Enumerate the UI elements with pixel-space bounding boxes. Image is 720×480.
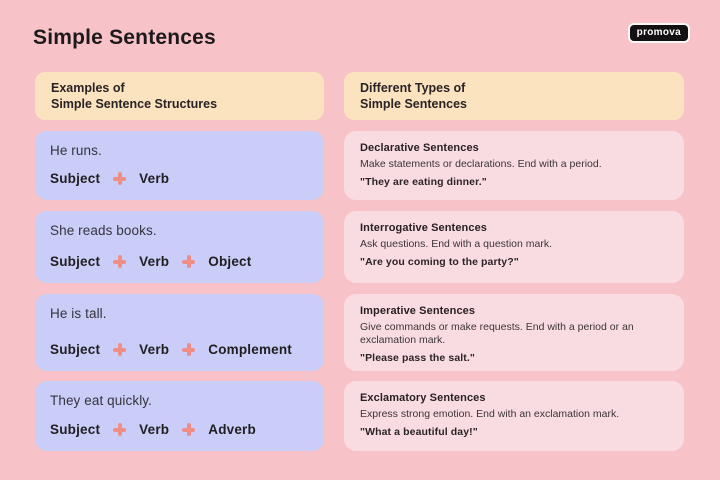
examples-header-line1: Examples of bbox=[51, 81, 125, 95]
example-card-subject-verb-adverb: They eat quickly. Subject Verb Adverb bbox=[35, 381, 324, 451]
part-label: Adverb bbox=[208, 422, 256, 437]
plus-icon bbox=[113, 255, 127, 268]
type-title: Declarative Sentences bbox=[360, 142, 479, 154]
part-label: Subject bbox=[50, 422, 101, 437]
type-example-quote: "Are you coming to the party?" bbox=[360, 256, 519, 268]
sentence-text: She reads books. bbox=[50, 223, 157, 238]
type-title: Imperative Sentences bbox=[360, 305, 476, 317]
type-title: Interrogative Sentences bbox=[360, 222, 488, 234]
type-description: Express strong emotion. End with an excl… bbox=[360, 408, 620, 420]
part-label: Verb bbox=[139, 254, 170, 269]
type-title: Exclamatory Sentences bbox=[360, 392, 486, 404]
example-card-subject-verb: He runs. Subject Verb bbox=[35, 131, 324, 200]
type-example-quote: "Please pass the salt." bbox=[360, 352, 475, 364]
examples-header-line2: Simple Sentence Structures bbox=[51, 97, 218, 111]
type-card-interrogative: Interrogative Sentences Ask questions. E… bbox=[344, 211, 684, 283]
structure-row: Subject Verb Adverb bbox=[50, 422, 309, 437]
examples-column-header: Examples of Simple Sentence Structures bbox=[35, 72, 324, 120]
part-label: Verb bbox=[139, 171, 170, 186]
types-column-header: Different Types of Simple Sentences bbox=[344, 72, 684, 120]
example-card-subject-verb-complement: He is tall. Subject Verb Complement bbox=[35, 294, 324, 371]
promova-logo: promova bbox=[627, 23, 690, 43]
types-column: Different Types of Simple Sentences Decl… bbox=[344, 0, 684, 480]
type-example-quote: "They are eating dinner." bbox=[360, 176, 487, 188]
type-example-quote: "What a beautiful day!" bbox=[360, 426, 478, 438]
part-label: Subject bbox=[50, 254, 101, 269]
types-header-line1: Different Types of bbox=[360, 81, 466, 95]
type-description: Give commands or make requests. End with… bbox=[360, 321, 634, 346]
type-description: Ask questions. End with a question mark. bbox=[360, 238, 553, 250]
type-card-exclamatory: Exclamatory Sentences Express strong emo… bbox=[344, 381, 684, 451]
sentence-text: They eat quickly. bbox=[50, 393, 152, 408]
part-label: Subject bbox=[50, 342, 101, 357]
plus-icon bbox=[182, 343, 196, 356]
plus-icon bbox=[113, 172, 127, 185]
type-card-declarative: Declarative Sentences Make statements or… bbox=[344, 131, 684, 200]
plus-icon bbox=[182, 255, 196, 268]
plus-icon bbox=[113, 343, 127, 356]
part-label: Verb bbox=[139, 342, 170, 357]
type-description: Make statements or declarations. End wit… bbox=[360, 158, 602, 170]
structure-row: Subject Verb bbox=[50, 171, 309, 186]
plus-icon bbox=[113, 423, 127, 436]
plus-icon bbox=[182, 423, 196, 436]
types-header-line2: Simple Sentences bbox=[360, 97, 467, 111]
sentence-text: He runs. bbox=[50, 143, 102, 158]
type-card-imperative: Imperative Sentences Give commands or ma… bbox=[344, 294, 684, 371]
sentence-text: He is tall. bbox=[50, 306, 107, 321]
page-title: Simple Sentences bbox=[33, 26, 216, 49]
examples-column: Examples of Simple Sentence Structures H… bbox=[35, 0, 324, 480]
part-label: Complement bbox=[208, 342, 293, 357]
example-card-subject-verb-object: She reads books. Subject Verb Object bbox=[35, 211, 324, 283]
structure-row: Subject Verb Complement bbox=[50, 342, 309, 357]
part-label: Verb bbox=[139, 422, 170, 437]
part-label: Subject bbox=[50, 171, 101, 186]
structure-row: Subject Verb Object bbox=[50, 254, 309, 269]
part-label: Object bbox=[208, 254, 252, 269]
